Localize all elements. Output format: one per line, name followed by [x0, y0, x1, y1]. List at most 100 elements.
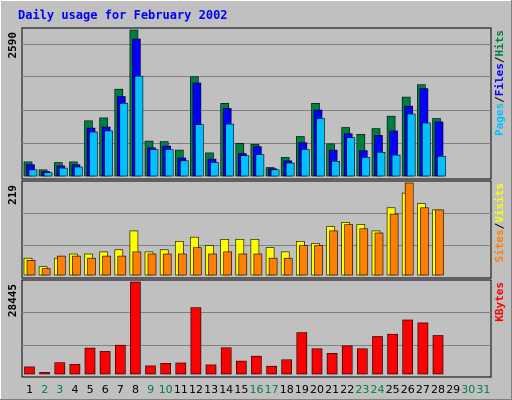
day-label-4: 4 [72, 383, 79, 396]
bar-pages-day-2 [43, 172, 53, 177]
bar-pages-day-8 [134, 75, 144, 177]
bar-pages-day-13 [210, 162, 219, 177]
day-labels: 1 2 3 4 5 6 7 8 9 10 11 12 13 14 15 16 17 18 19 20 21 22 23 24 2… [26, 383, 490, 396]
bar-pages-day-27 [422, 122, 431, 177]
day-label-9: 9 [147, 383, 154, 396]
day-label-1: 1 [26, 383, 33, 396]
bar-kbytes-day-13 [205, 364, 217, 375]
bar-pages-day-20 [316, 118, 325, 177]
bar-kbytes-day-7 [115, 344, 126, 375]
day-label-8: 8 [132, 383, 139, 396]
series-sites [26, 182, 444, 276]
bar-sites-day-27 [420, 207, 429, 276]
bar-pages-day-18 [285, 162, 295, 177]
chart-panels: 2590Pages/Files/Hits219Sites/Visits28445… [6, 27, 506, 378]
day-label-21: 21 [325, 383, 339, 396]
day-label-17: 17 [265, 383, 279, 396]
bar-kbytes-day-18 [281, 359, 293, 375]
bar-kbytes-day-21 [326, 352, 338, 375]
bar-pages-day-24 [376, 152, 386, 177]
bar-sites-day-12 [193, 247, 202, 276]
bar-pages-day-3 [58, 167, 68, 177]
bar-kbytes-day-5 [84, 347, 96, 375]
chart-title: Daily usage for February 2002 [18, 8, 228, 22]
bar-kbytes-day-14 [220, 347, 232, 375]
bar-pages-day-9 [149, 149, 159, 177]
bar-kbytes-day-10 [160, 362, 171, 375]
day-label-6: 6 [102, 383, 109, 396]
legend-entry: / [493, 56, 506, 63]
bar-kbytes-day-25 [387, 333, 398, 375]
bar-sites-day-7 [117, 255, 127, 276]
panel-legend: Pages/Files/Hits [493, 30, 506, 136]
bar-sites-day-22 [344, 224, 354, 276]
bar-sites-day-16 [253, 253, 263, 276]
bar-pages-day-4 [74, 166, 83, 177]
panel-hits_files_pages: 2590 Pages/Files/Hits [6, 27, 506, 180]
bar-pages-day-15 [240, 155, 250, 177]
bar-sites-day-1 [26, 259, 36, 276]
bar-sites-day-8 [132, 251, 142, 276]
bar-kbytes-day-15 [236, 360, 247, 375]
day-label-15: 15 [234, 383, 248, 396]
bar-sites-day-13 [208, 253, 217, 276]
day-label-13: 13 [204, 383, 218, 396]
bar-sites-day-11 [178, 253, 187, 276]
panel-kbytes: 28445 KBytes [6, 279, 506, 378]
panel-max-label: 28445 [6, 284, 19, 317]
day-label-3: 3 [56, 383, 63, 396]
legend-entry: KBytes [493, 282, 506, 322]
panel-legend: KBytes [493, 282, 506, 322]
bar-kbytes-day-23 [356, 348, 368, 375]
bar-sites-day-5 [87, 257, 96, 276]
legend-entry: Sites [493, 229, 506, 262]
bar-kbytes-day-4 [69, 363, 81, 375]
panel-legend: Sites/Visits [493, 183, 506, 263]
bar-kbytes-day-9 [145, 365, 156, 375]
bar-sites-day-24 [374, 232, 384, 276]
legend-entry: Files [493, 63, 506, 96]
bar-pages-day-1 [28, 169, 38, 177]
bar-kbytes-day-28 [432, 335, 444, 375]
bar-sites-day-19 [298, 245, 308, 276]
bar-kbytes-day-20 [311, 348, 323, 375]
legend-entry: / [493, 96, 506, 103]
bar-pages-day-25 [391, 154, 401, 177]
bar-sites-day-26 [404, 182, 414, 276]
day-label-12: 12 [189, 383, 203, 396]
legend-entry: Visits [493, 183, 506, 223]
bar-kbytes-day-19 [296, 332, 308, 375]
day-label-30: 30 [461, 383, 475, 396]
bar-kbytes-day-24 [372, 336, 383, 375]
bar-pages-day-26 [406, 113, 416, 177]
day-label-7: 7 [117, 383, 124, 396]
bar-kbytes-day-27 [417, 322, 429, 375]
legend-entry: Hits [493, 30, 506, 57]
bar-pages-day-11 [180, 160, 189, 177]
day-label-16: 16 [250, 383, 264, 396]
series-pages [28, 75, 446, 177]
day-label-2: 2 [41, 383, 48, 396]
bar-kbytes-day-12 [190, 307, 202, 375]
day-label-5: 5 [87, 383, 94, 396]
bar-pages-day-6 [104, 130, 113, 177]
bar-sites-day-2 [41, 268, 51, 276]
bar-pages-day-21 [331, 161, 340, 177]
bar-pages-day-23 [361, 157, 371, 177]
day-label-26: 26 [401, 383, 415, 396]
bar-pages-day-10 [164, 149, 174, 177]
bar-pages-day-12 [195, 124, 204, 177]
bar-pages-day-7 [119, 103, 129, 177]
bar-sites-day-18 [283, 257, 293, 276]
panel-max-label: 2590 [6, 32, 19, 59]
bar-kbytes-day-6 [99, 351, 111, 375]
panel-visits_sites: 219 Sites/Visits [6, 180, 506, 279]
bar-pages-day-5 [89, 131, 98, 177]
bar-sites-day-6 [102, 255, 111, 276]
legend-entry: / [493, 222, 506, 229]
bar-sites-day-20 [314, 245, 323, 276]
day-label-25: 25 [386, 383, 400, 396]
bar-kbytes-day-11 [175, 362, 187, 375]
bar-sites-day-25 [389, 213, 399, 276]
